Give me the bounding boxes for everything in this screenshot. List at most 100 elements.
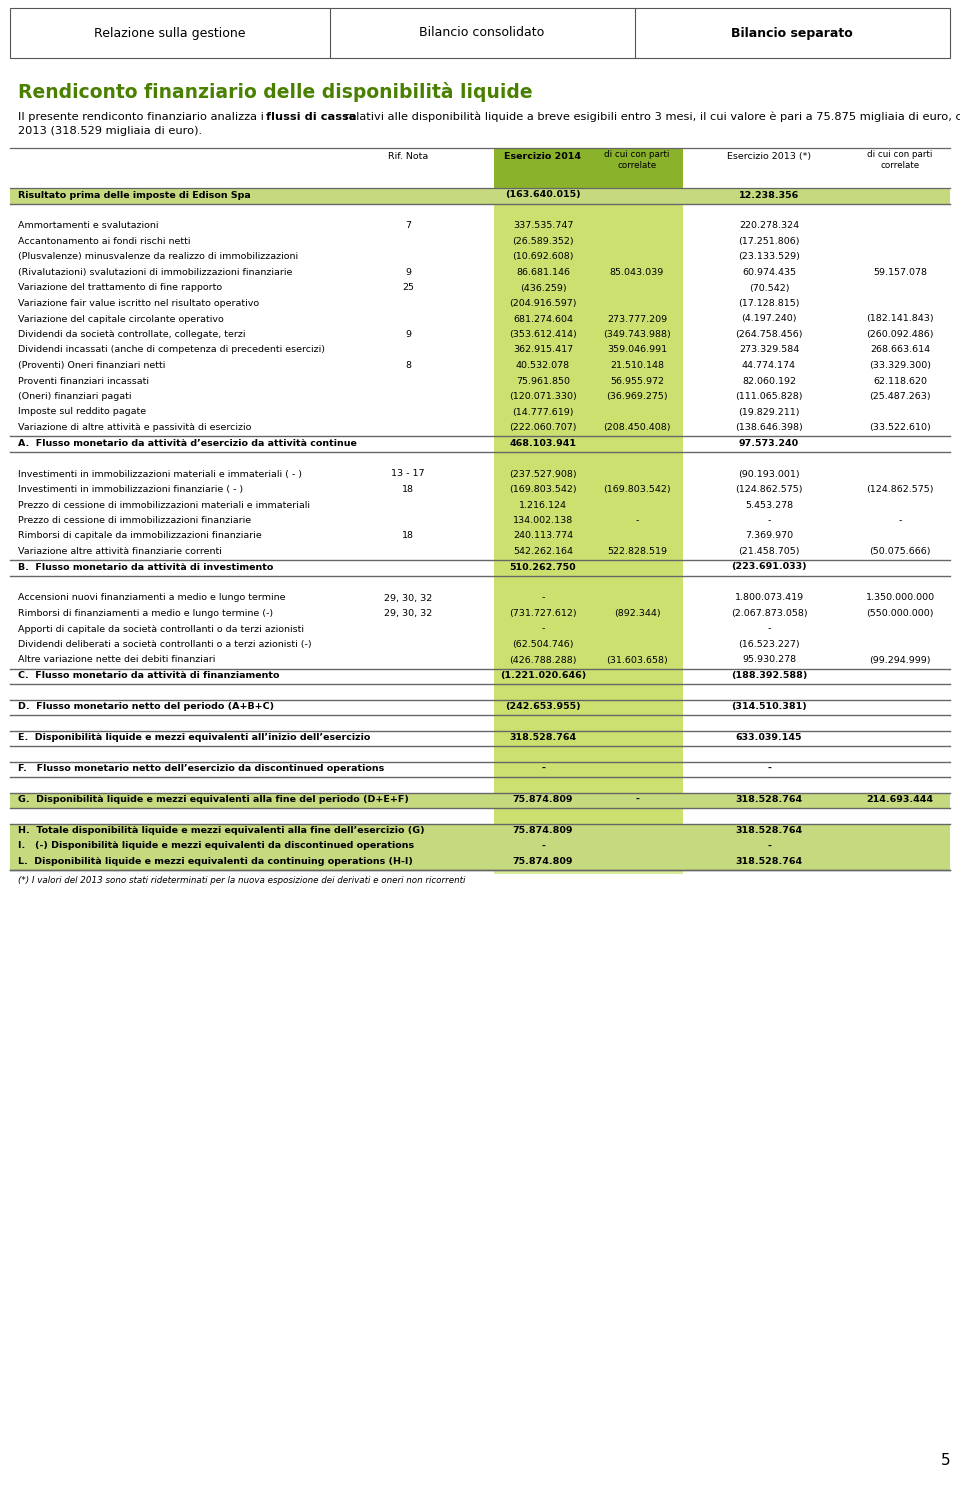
- Text: Variazione di altre attività e passività di esercizio: Variazione di altre attività e passività…: [18, 423, 252, 432]
- Text: 240.113.774: 240.113.774: [513, 531, 573, 540]
- Text: (19.829.211): (19.829.211): [738, 408, 800, 417]
- Bar: [494, 265, 683, 281]
- Text: (731.727.612): (731.727.612): [509, 609, 577, 618]
- Text: (204.916.597): (204.916.597): [509, 299, 577, 308]
- Text: Apporti di capitale da società controllanti o da terzi azionisti: Apporti di capitale da società controlla…: [18, 625, 304, 634]
- Bar: [494, 312, 683, 327]
- Bar: [494, 281, 683, 296]
- Bar: [494, 777, 683, 793]
- Text: (31.603.658): (31.603.658): [606, 656, 668, 665]
- Text: (426.788.288): (426.788.288): [509, 656, 577, 665]
- Text: Rimborsi di capitale da immobilizzazioni finanziarie: Rimborsi di capitale da immobilizzazioni…: [18, 531, 262, 540]
- Text: -: -: [767, 516, 771, 525]
- Bar: [10, 839, 950, 854]
- Text: Risultato prima delle imposte di Edison Spa: Risultato prima delle imposte di Edison …: [18, 190, 251, 199]
- Text: F.   Flusso monetario netto dell’esercizio da discontinued operations: F. Flusso monetario netto dell’esercizio…: [18, 763, 384, 772]
- Text: 18: 18: [402, 531, 414, 540]
- Text: (2.067.873.058): (2.067.873.058): [731, 609, 807, 618]
- Text: (223.691.033): (223.691.033): [732, 562, 806, 571]
- Text: 75.874.809: 75.874.809: [513, 857, 573, 866]
- Text: 268.663.614: 268.663.614: [870, 345, 930, 354]
- Text: 60.974.435: 60.974.435: [742, 268, 796, 277]
- Text: (16.523.227): (16.523.227): [738, 640, 800, 649]
- Text: 318.528.764: 318.528.764: [735, 795, 803, 804]
- Text: 5: 5: [941, 1452, 950, 1469]
- Text: (14.777.619): (14.777.619): [513, 408, 574, 417]
- Text: 62.118.620: 62.118.620: [873, 376, 927, 385]
- Bar: [494, 187, 683, 873]
- Bar: [494, 808, 683, 823]
- Bar: [494, 684, 683, 699]
- Text: Imposte sul reddito pagate: Imposte sul reddito pagate: [18, 408, 146, 417]
- Text: (169.803.542): (169.803.542): [509, 485, 577, 494]
- Text: 59.157.078: 59.157.078: [873, 268, 927, 277]
- Text: 40.532.078: 40.532.078: [516, 362, 570, 371]
- Text: (90.193.001): (90.193.001): [738, 470, 800, 479]
- Text: 220.278.324: 220.278.324: [739, 222, 799, 231]
- Text: 318.528.764: 318.528.764: [735, 857, 803, 866]
- Text: -: -: [899, 516, 901, 525]
- Text: Bilancio consolidato: Bilancio consolidato: [420, 27, 544, 40]
- Text: Esercizio 2013 (*): Esercizio 2013 (*): [727, 152, 811, 161]
- Text: 44.774.174: 44.774.174: [742, 362, 796, 371]
- Bar: [10, 854, 950, 870]
- Text: H.  Totale disponibilità liquide e mezzi equivalenti alla fine dell’esercizio (G: H. Totale disponibilità liquide e mezzi …: [18, 826, 424, 835]
- Text: Accantonamento ai fondi rischi netti: Accantonamento ai fondi rischi netti: [18, 237, 190, 246]
- Bar: [494, 373, 683, 390]
- Bar: [494, 839, 683, 854]
- Text: Esercizio 2014: Esercizio 2014: [505, 152, 582, 161]
- Text: 468.103.941: 468.103.941: [510, 439, 577, 448]
- Text: (99.294.999): (99.294.999): [869, 656, 931, 665]
- Text: (23.133.529): (23.133.529): [738, 253, 800, 262]
- Text: (892.344): (892.344): [613, 609, 660, 618]
- Text: (1.221.020.646): (1.221.020.646): [500, 671, 587, 680]
- Text: -: -: [767, 625, 771, 634]
- Text: -: -: [767, 842, 771, 851]
- Text: (208.450.408): (208.450.408): [603, 423, 671, 432]
- Text: Proventi finanziari incassati: Proventi finanziari incassati: [18, 376, 149, 385]
- Text: (349.743.988): (349.743.988): [603, 330, 671, 339]
- Bar: [494, 762, 683, 777]
- Text: flussi di cassa: flussi di cassa: [266, 112, 356, 122]
- Text: (111.065.828): (111.065.828): [735, 391, 803, 400]
- Text: (*) I valori del 2013 sono stati rideterminati per la nuova esposizione dei deri: (*) I valori del 2013 sono stati rideter…: [18, 876, 466, 885]
- Bar: [494, 436, 683, 451]
- Text: (50.075.666): (50.075.666): [869, 548, 931, 557]
- Text: (33.329.300): (33.329.300): [869, 362, 931, 371]
- Text: (4.197.240): (4.197.240): [741, 314, 797, 323]
- Text: C.  Flusso monetario da attività di finanziamento: C. Flusso monetario da attività di finan…: [18, 671, 279, 680]
- Text: 9: 9: [405, 268, 411, 277]
- Text: Dividendi deliberati a società controllanti o a terzi azionisti (-): Dividendi deliberati a società controlla…: [18, 640, 312, 649]
- Text: 7: 7: [405, 222, 411, 231]
- Text: (70.542): (70.542): [749, 284, 789, 293]
- Text: di cui con parti
correlate: di cui con parti correlate: [604, 150, 670, 170]
- Text: (436.259): (436.259): [519, 284, 566, 293]
- Bar: [494, 854, 683, 870]
- Bar: [494, 390, 683, 405]
- Bar: [494, 793, 683, 808]
- Bar: [494, 359, 683, 373]
- Text: L.  Disponibilità liquide e mezzi equivalenti da continuing operations (H-I): L. Disponibilità liquide e mezzi equival…: [18, 857, 413, 866]
- Text: Variazione altre attività finanziarie correnti: Variazione altre attività finanziarie co…: [18, 548, 222, 557]
- Text: (Rivalutazioni) svalutazioni di immobilizzazioni finanziarie: (Rivalutazioni) svalutazioni di immobili…: [18, 268, 293, 277]
- Bar: [494, 637, 683, 653]
- Bar: [494, 327, 683, 344]
- Text: 2013 (318.529 migliaia di euro).: 2013 (318.529 migliaia di euro).: [18, 126, 203, 135]
- Text: 7.369.970: 7.369.970: [745, 531, 793, 540]
- Bar: [494, 823, 683, 839]
- Text: (163.640.015): (163.640.015): [505, 190, 581, 199]
- Text: Altre variazione nette dei debiti finanziari: Altre variazione nette dei debiti finanz…: [18, 656, 215, 665]
- Text: 12.238.356: 12.238.356: [739, 190, 799, 199]
- Bar: [494, 204, 683, 219]
- Bar: [494, 451, 683, 467]
- Text: 134.002.138: 134.002.138: [513, 516, 573, 525]
- Text: 56.955.972: 56.955.972: [610, 376, 664, 385]
- Bar: [494, 296, 683, 312]
- Text: 1.216.124: 1.216.124: [519, 500, 567, 509]
- Bar: [494, 745, 683, 762]
- Bar: [10, 793, 950, 808]
- Text: 273.329.584: 273.329.584: [739, 345, 799, 354]
- Text: 25: 25: [402, 284, 414, 293]
- Text: (353.612.414): (353.612.414): [509, 330, 577, 339]
- Text: (21.458.705): (21.458.705): [738, 548, 800, 557]
